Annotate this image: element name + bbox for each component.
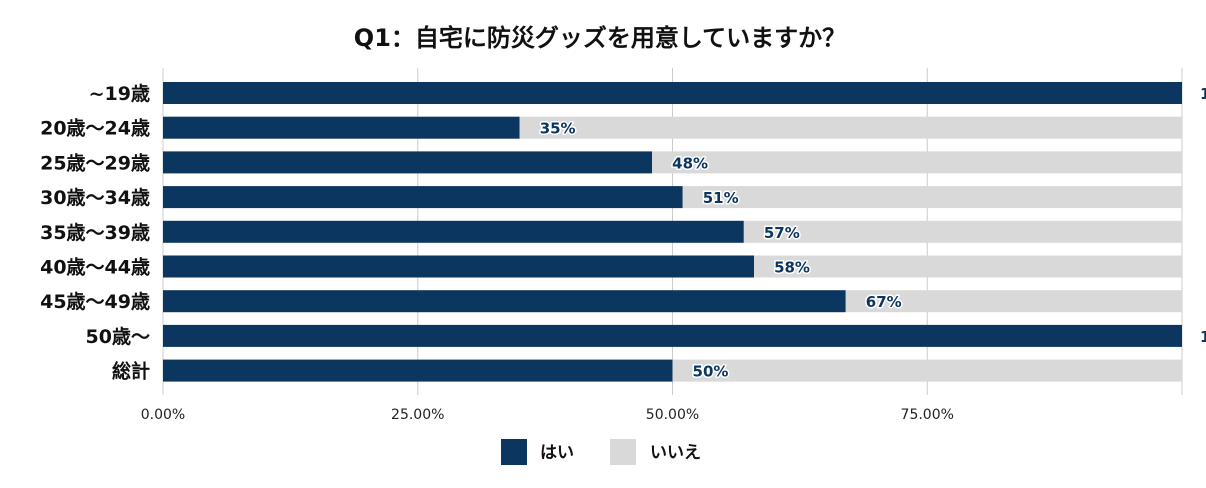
- bar-yes: [163, 116, 520, 139]
- x-tick-label: 0.00%: [141, 407, 185, 423]
- x-tick-label: 50.00%: [646, 407, 699, 423]
- category-label: ~19歳: [89, 83, 150, 105]
- data-label: 67%: [866, 293, 902, 311]
- category-label: 総計: [112, 360, 150, 383]
- legend-label: いいえ: [650, 443, 701, 463]
- data-label: 48%: [672, 154, 708, 172]
- x-tick-label: 75.00%: [901, 407, 954, 423]
- bar-yes: [163, 220, 744, 243]
- bar-yes: [163, 255, 755, 278]
- bars: [163, 82, 1182, 382]
- bar-yes: [163, 151, 653, 174]
- bar-yes: [163, 186, 683, 209]
- bar-no: [672, 359, 1182, 382]
- category-label: 30歳〜34歳: [40, 187, 150, 209]
- category-label: 35歳〜39歳: [40, 222, 150, 244]
- category-label: 25歳〜29歳: [40, 152, 150, 174]
- category-label: 40歳〜44歳: [40, 257, 150, 279]
- bar-no: [682, 186, 1182, 209]
- bar-yes: [163, 359, 673, 382]
- bar-yes: [163, 290, 846, 313]
- category-label: 50歳〜: [86, 326, 150, 348]
- legend-swatch: [501, 439, 527, 465]
- data-label: 35%: [540, 120, 576, 138]
- category-label: 20歳〜24歳: [40, 118, 150, 140]
- bar-no: [845, 290, 1182, 313]
- legend: はい いいえ: [501, 439, 701, 465]
- bar-yes: [163, 82, 1182, 104]
- labels: 0.00% 25.00% 50.00% 75.00% ~19歳 1 20歳〜24歳 35% 25…: [40, 83, 1206, 423]
- data-label: 58%: [774, 259, 810, 277]
- bar-yes: [163, 324, 1182, 347]
- x-tick-label: 25.00%: [391, 407, 444, 423]
- category-label: 45歳〜49歳: [40, 291, 150, 313]
- bar-no: [519, 116, 1182, 139]
- data-label: 51%: [703, 189, 739, 207]
- data-label: 1: [1200, 85, 1206, 103]
- bar-no: [754, 255, 1182, 278]
- data-label: 1: [1200, 328, 1206, 346]
- bar-no: [743, 220, 1182, 243]
- legend-swatch: [610, 439, 636, 465]
- data-label: 50%: [693, 363, 729, 381]
- legend-label: はい: [540, 443, 574, 463]
- data-label: 57%: [764, 224, 800, 242]
- chart-title: Q1：自宅に防災グッズを用意していますか？: [354, 24, 846, 52]
- bar-no: [652, 151, 1182, 174]
